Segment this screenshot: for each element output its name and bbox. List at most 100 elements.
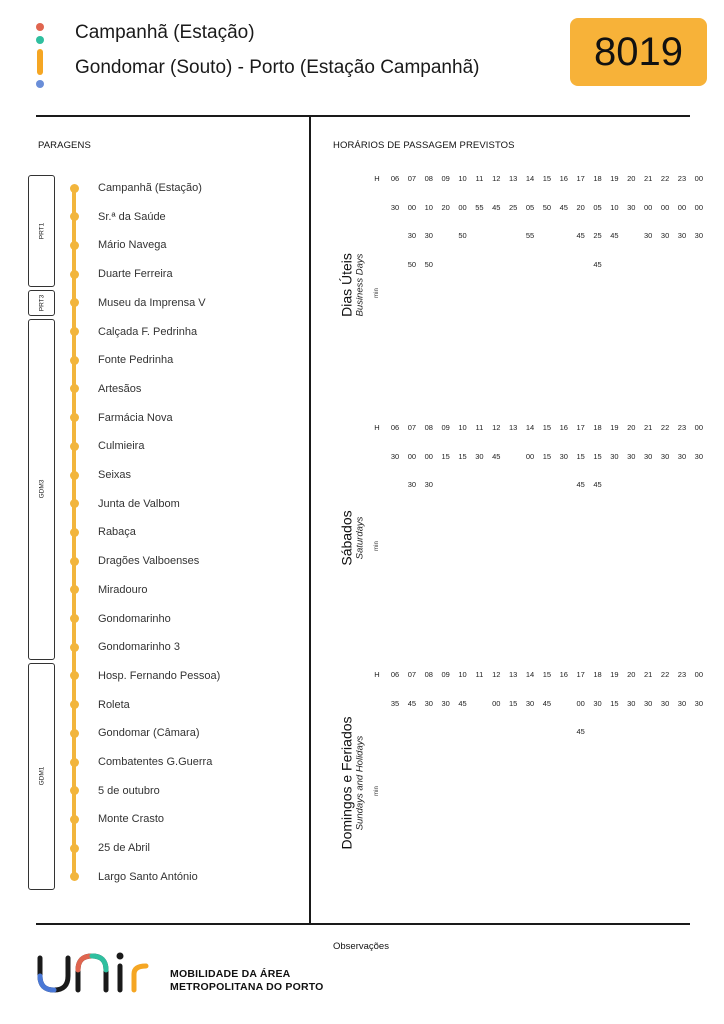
- stop-dot: [69, 441, 79, 451]
- minute-cell: 30: [407, 480, 417, 489]
- stop-name: Fonte Pedrinha: [98, 354, 174, 367]
- hour-cell: 10: [458, 423, 467, 432]
- stop-dot: [69, 355, 79, 365]
- minute-cell: 15: [593, 451, 602, 461]
- day-subtitle: Saturdays: [354, 516, 366, 560]
- minute-cell: 25: [508, 202, 518, 212]
- brand-line-2: METROPOLITANA DO PORTO: [170, 981, 324, 993]
- hour-cell: 08: [424, 670, 433, 679]
- stop-name: Campanhã (Estação): [98, 182, 202, 194]
- hour-cell: 13: [508, 670, 518, 679]
- minute-cell: 00: [660, 202, 670, 212]
- minute-cell: 30: [694, 451, 703, 461]
- stop-dot: [69, 757, 79, 767]
- stop-dot: [69, 786, 79, 796]
- minute-cell: 15: [610, 698, 619, 708]
- stop-name: Dragões Valboenses: [98, 555, 200, 568]
- minute-cell: 30: [644, 231, 653, 240]
- hour-cell: 07: [407, 174, 417, 183]
- day-subtitle: Business Days: [354, 253, 366, 317]
- minute-cell: 50: [458, 231, 467, 240]
- hour-cell: 14: [525, 670, 535, 679]
- hour-cell: 13: [508, 423, 518, 432]
- minute-cell: 45: [542, 698, 552, 708]
- minute-cell: 45: [458, 698, 467, 708]
- zone-box: GDM1: [28, 662, 55, 890]
- minute-cell: 30: [593, 698, 602, 708]
- zone-label: PRT1: [38, 222, 45, 240]
- stop-name: Roleta: [98, 698, 130, 711]
- min-label: min: [373, 786, 380, 796]
- stop-dot: [69, 700, 79, 710]
- column-divider: [309, 116, 311, 924]
- schedule-title: HORÁRIOS DE PASSAGEM PREVISTOS: [333, 140, 515, 151]
- stop-name: Rabaça: [98, 526, 136, 539]
- minute-cell: 10: [610, 202, 619, 212]
- minute-cell: 30: [390, 451, 400, 461]
- unir-logo-icon: [37, 952, 149, 993]
- minute-cell: 30: [424, 698, 433, 708]
- minute-cell: 00: [525, 451, 535, 461]
- stop-dot: [69, 499, 79, 509]
- minute-cell: 00: [576, 698, 585, 708]
- stop-name: Junta de Valbom: [98, 497, 180, 510]
- hour-cell: 21: [644, 423, 653, 432]
- stop-dot: [69, 527, 79, 537]
- minute-cell: 30: [610, 451, 619, 461]
- legend-dot-red: [36, 23, 44, 31]
- min-label: min: [373, 541, 380, 551]
- minute-cell: 45: [559, 202, 568, 212]
- stop-name: Museu da Imprensa V: [98, 296, 206, 309]
- hour-cell: 06: [390, 670, 400, 679]
- route-number-badge: 8019: [570, 18, 707, 86]
- hour-cell: 22: [660, 670, 670, 679]
- day-title: Sábados Saturdays: [339, 510, 366, 565]
- stop-dot: [69, 872, 79, 882]
- stop-dot: [69, 614, 79, 623]
- zone-label: GDM1: [38, 766, 45, 786]
- hour-cell: 08: [424, 174, 433, 183]
- minute-cell: 30: [627, 202, 636, 212]
- day-subtitle: Sundays and Holidays: [354, 735, 366, 831]
- minute-cell: 45: [576, 727, 585, 736]
- stop-dot: [69, 384, 79, 394]
- hour-cell: 11: [475, 670, 484, 679]
- stop-dot: [69, 728, 79, 738]
- stop-dot: [69, 642, 79, 652]
- observations-label: Observações: [333, 941, 389, 952]
- zone-box: PRT1: [28, 175, 55, 288]
- hour-cell: 20: [627, 423, 636, 432]
- min-label: min: [373, 288, 380, 298]
- minute-cell: 30: [627, 451, 636, 461]
- day-title: Dias Úteis Business Days: [339, 253, 366, 317]
- stop-dot: [69, 327, 79, 336]
- zone-box: GDM3: [28, 318, 55, 661]
- stop-dot: [69, 212, 79, 222]
- stop-name: Hosp. Fernando Pessoa): [98, 669, 221, 682]
- stop-name: Culmieira: [98, 440, 145, 453]
- stop-name: 5 de outubro: [98, 784, 160, 797]
- hour-cell: 19: [610, 670, 619, 679]
- hour-cell: 00: [694, 423, 703, 432]
- stop-dot: [69, 814, 79, 824]
- hour-cell: 19: [610, 423, 619, 432]
- minute-cell: 30: [677, 231, 687, 240]
- stop-dot: [69, 671, 79, 681]
- hour-cell: 13: [508, 174, 518, 183]
- minute-cell: 15: [576, 451, 585, 461]
- hour-cell: 15: [542, 423, 552, 432]
- minute-cell: 55: [475, 202, 484, 212]
- stops-title: PARAGENS: [38, 140, 91, 151]
- stop-dot: [69, 843, 79, 853]
- minute-cell: 00: [407, 451, 417, 461]
- minute-cell: 15: [542, 451, 552, 461]
- hour-cell: 20: [627, 174, 636, 183]
- stop-name: Miradouro: [98, 583, 148, 596]
- hour-cell: 00: [694, 670, 703, 679]
- stop-name: Largo Santo António: [98, 870, 198, 883]
- stop-name: Gondomarinho: [98, 612, 171, 625]
- minute-cell: 45: [593, 259, 602, 269]
- minute-cell: 30: [424, 480, 433, 489]
- minute-cell: 30: [525, 698, 535, 708]
- minute-cell: 20: [441, 202, 450, 212]
